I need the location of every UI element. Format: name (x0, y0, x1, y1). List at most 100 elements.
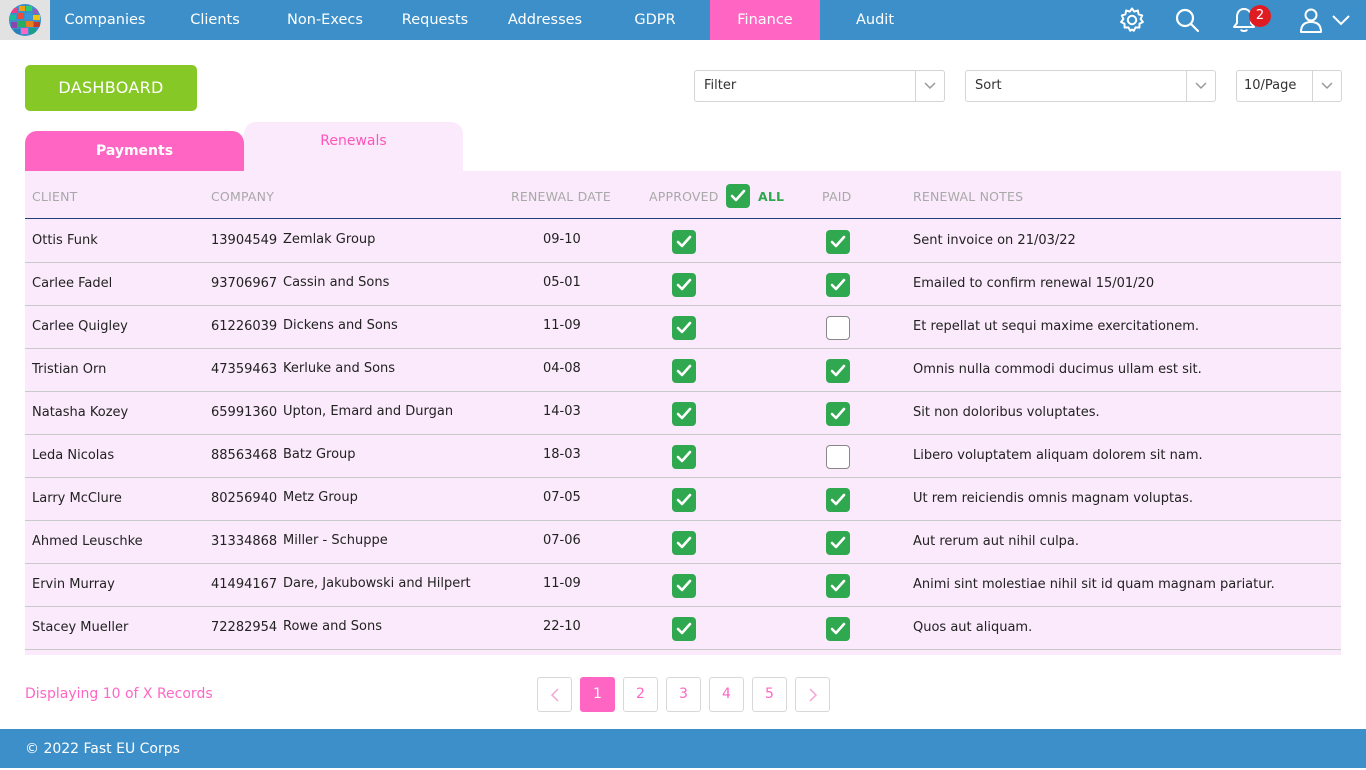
tab-payments[interactable]: Payments (25, 131, 244, 171)
filter-select[interactable]: Filter (694, 70, 945, 102)
header-renewal-notes[interactable]: RENEWAL NOTES (913, 189, 1024, 204)
company-name[interactable]: Miller - Schuppe (283, 533, 388, 548)
user-icon[interactable] (1296, 0, 1326, 40)
globe-logo-icon[interactable] (0, 0, 50, 40)
client-name[interactable]: Carlee Quigley (32, 319, 128, 334)
table-row[interactable]: Stacey Mueller 72282954 Rowe and Sons 22-10… (25, 606, 1341, 650)
dashboard-button[interactable]: DASHBOARD (25, 65, 197, 111)
approved-checkbox[interactable] (672, 617, 696, 641)
chevron-down-icon[interactable] (1328, 0, 1354, 40)
renewal-notes: Emailed to confirm renewal 15/01/20 (913, 276, 1155, 291)
renewal-notes: Sent invoice on 21/03/22 (913, 233, 1076, 248)
nav-gdpr[interactable]: GDPR (634, 12, 676, 28)
paid-checkbox[interactable] (826, 316, 850, 340)
next-page-button[interactable] (795, 677, 830, 712)
notification-count-badge: 2 (1249, 5, 1271, 27)
table-row[interactable]: Ahmed Leuschke 31334868 Miller - Schuppe 07… (25, 520, 1341, 564)
previous-page-button[interactable] (537, 677, 572, 712)
copyright-text: © 2022 Fast EU Corps (25, 741, 180, 757)
table-row[interactable]: Carlee Fadel 93706967 Cassin and Sons 05-01… (25, 262, 1341, 306)
client-name[interactable]: Ahmed Leuschke (32, 534, 143, 549)
renewals-table: CLIENT COMPANY RENEWAL DATE APPROVED ALL… (25, 171, 1341, 655)
nav-finance[interactable]: Finance (710, 0, 820, 40)
table-row[interactable]: Leda Nicolas 88563468 Batz Group 18-03 Liber… (25, 434, 1341, 478)
client-name[interactable]: Natasha Kozey (32, 405, 129, 420)
per-page-select[interactable]: 10/Page (1236, 70, 1342, 102)
client-name[interactable]: Leda Nicolas (32, 448, 115, 463)
company-name[interactable]: Batz Group (283, 447, 356, 462)
paid-checkbox[interactable] (826, 531, 850, 555)
paid-checkbox[interactable] (826, 617, 850, 641)
header-paid[interactable]: PAID (822, 189, 852, 204)
paid-checkbox[interactable] (826, 230, 850, 254)
paid-checkbox[interactable] (826, 273, 850, 297)
company-name[interactable]: Cassin and Sons (283, 275, 390, 290)
company-name[interactable]: Upton, Emard and Durgan (283, 404, 454, 419)
table-row[interactable]: Larry McClure 80256940 Metz Group 07-05 Ut r… (25, 477, 1341, 521)
header-company[interactable]: COMPANY (211, 189, 275, 204)
approved-checkbox[interactable] (672, 230, 696, 254)
paid-checkbox[interactable] (826, 359, 850, 383)
renewal-date: 09-10 (543, 232, 581, 247)
page-2-button[interactable]: 2 (623, 677, 658, 712)
renewal-notes: Aut rerum aut nihil culpa. (913, 534, 1080, 549)
renewal-date: 07-05 (543, 490, 581, 505)
table-row[interactable]: Tristian Orn 47359463 Kerluke and Sons 04-0… (25, 348, 1341, 392)
approved-checkbox[interactable] (672, 488, 696, 512)
company-number: 65991360 (211, 405, 278, 420)
client-name[interactable]: Tristian Orn (32, 362, 107, 377)
company-name[interactable]: Metz Group (283, 490, 358, 505)
approved-checkbox[interactable] (672, 531, 696, 555)
table-row[interactable]: Carlee Quigley 61226039 Dickens and Sons 11… (25, 305, 1341, 349)
search-icon[interactable] (1171, 0, 1203, 40)
bell-icon[interactable] (1228, 0, 1260, 40)
table-row[interactable]: Ervin Murray 41494167 Dare, Jakubowski and… (25, 563, 1341, 607)
page-3-button[interactable]: 3 (666, 677, 701, 712)
nav-non-execs[interactable]: Non-Execs (287, 12, 363, 28)
company-number: 31334868 (211, 534, 278, 549)
nav-clients[interactable]: Clients (190, 12, 240, 28)
sort-select-value: Sort (975, 78, 1002, 93)
client-name[interactable]: Larry McClure (32, 491, 122, 506)
paid-checkbox[interactable] (826, 574, 850, 598)
company-name[interactable]: Dare, Jakubowski and Hilpert (283, 576, 471, 591)
page-4-button[interactable]: 4 (709, 677, 744, 712)
paid-checkbox[interactable] (826, 402, 850, 426)
company-name[interactable]: Dickens and Sons (283, 318, 398, 333)
approved-checkbox[interactable] (672, 445, 696, 469)
header-renewal-date[interactable]: RENEWAL DATE (511, 189, 611, 204)
approved-checkbox[interactable] (672, 402, 696, 426)
approve-all-checkbox[interactable] (726, 184, 750, 208)
approved-checkbox[interactable] (672, 316, 696, 340)
client-name[interactable]: Ottis Funk (32, 233, 98, 248)
client-name[interactable]: Carlee Fadel (32, 276, 113, 291)
renewal-date: 05-01 (543, 275, 581, 290)
renewal-notes: Omnis nulla commodi ducimus ullam est si… (913, 362, 1202, 377)
table-row[interactable]: Ottis Funk 13904549 Zemlak Group 09-10 Sent … (25, 219, 1341, 263)
header-client[interactable]: CLIENT (32, 189, 78, 204)
approved-checkbox[interactable] (672, 574, 696, 598)
company-number: 41494167 (211, 577, 278, 592)
tab-renewals[interactable]: Renewals (244, 122, 463, 171)
chevron-down-icon (1312, 71, 1341, 101)
table-row[interactable]: Natasha Kozey 65991360 Upton, Emard and Du… (25, 391, 1341, 435)
header-approved[interactable]: APPROVED (649, 189, 719, 204)
company-name[interactable]: Rowe and Sons (283, 619, 382, 634)
table-header: CLIENT COMPANY RENEWAL DATE APPROVED ALL… (25, 171, 1341, 219)
nav-companies[interactable]: Companies (64, 12, 146, 28)
company-name[interactable]: Zemlak Group (283, 232, 376, 247)
paid-checkbox[interactable] (826, 445, 850, 469)
company-name[interactable]: Kerluke and Sons (283, 361, 396, 376)
nav-requests[interactable]: Requests (401, 12, 469, 28)
client-name[interactable]: Stacey Mueller (32, 620, 129, 635)
approved-checkbox[interactable] (672, 359, 696, 383)
approved-checkbox[interactable] (672, 273, 696, 297)
page-5-button[interactable]: 5 (752, 677, 787, 712)
sort-select[interactable]: Sort (965, 70, 1216, 102)
client-name[interactable]: Ervin Murray (32, 577, 115, 592)
page-1-button[interactable]: 1 (580, 677, 615, 712)
nav-addresses[interactable]: Addresses (507, 12, 583, 28)
nav-audit[interactable]: Audit (855, 12, 895, 28)
paid-checkbox[interactable] (826, 488, 850, 512)
settings-gear-icon[interactable] (1116, 0, 1148, 40)
